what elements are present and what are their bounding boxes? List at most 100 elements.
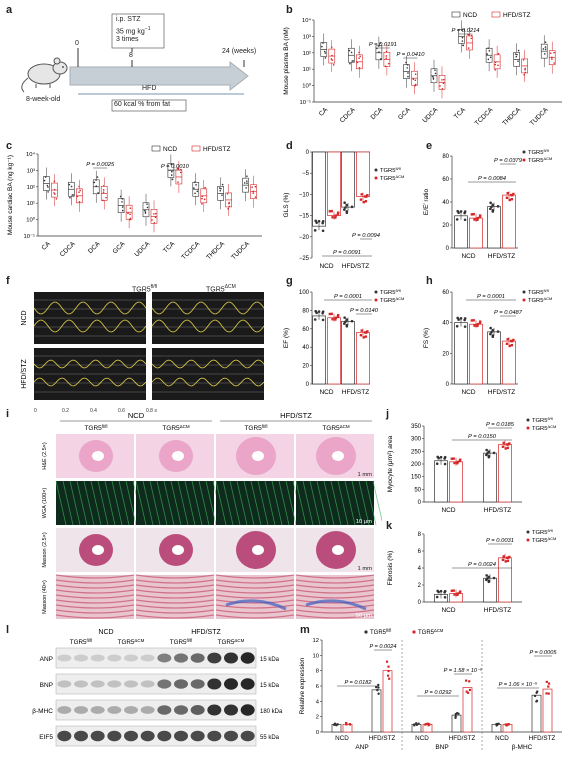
y-tick-label: 60: [302, 327, 309, 333]
data-point: [330, 209, 333, 213]
p-value: P = 0.0024: [369, 644, 396, 650]
data-point: [487, 47, 489, 50]
data-point: [485, 574, 488, 577]
data-point: [453, 593, 456, 596]
legend-marker: [374, 168, 378, 172]
data-point: [508, 344, 511, 348]
data-point: [485, 448, 488, 452]
blot-band: [157, 705, 172, 715]
data-point: [490, 205, 493, 209]
blot-band: [107, 706, 122, 714]
ventricle-lumen: [252, 451, 264, 461]
y-tick-label: 0: [418, 500, 422, 506]
bar: [542, 688, 553, 733]
data-point: [456, 593, 459, 596]
blot-band: [207, 652, 222, 664]
data-point: [463, 325, 467, 328]
data-point: [506, 337, 509, 341]
data-point: [121, 209, 124, 212]
membrane-stain: [302, 480, 314, 526]
data-point: [443, 589, 447, 593]
data-point: [102, 184, 105, 187]
panel-label-f: f: [6, 275, 10, 287]
tissue-fibre: [135, 604, 215, 609]
blot-genotype: TGR5ΔCM: [218, 638, 245, 646]
data-point: [414, 84, 416, 87]
tissue-fibre: [55, 609, 135, 614]
x-tick-label: THDCA: [205, 240, 226, 261]
bar: [469, 217, 483, 249]
legend-marker: [491, 11, 501, 18]
data-point: [478, 320, 482, 323]
data-point: [245, 180, 248, 182]
data-point: [336, 212, 340, 216]
legend-label: TGR5fl/fl: [380, 166, 401, 174]
data-point: [47, 186, 49, 188]
legend-marker: [522, 290, 526, 294]
data-point: [488, 50, 491, 52]
data-point: [358, 57, 360, 59]
tissue-fibre: [215, 589, 295, 594]
data-point: [78, 191, 80, 193]
data-point: [494, 69, 497, 71]
echo-time-label: 0.8 s: [146, 408, 157, 414]
p-value: P = 0.0010: [161, 164, 190, 170]
data-point: [512, 338, 515, 342]
data-point: [251, 186, 253, 188]
data-point: [459, 210, 463, 213]
p-value: P = 0.0001: [477, 294, 505, 300]
data-point: [491, 209, 495, 212]
data-point: [334, 316, 338, 320]
x-tick-label: HFD/STZ: [488, 389, 515, 396]
gene-label: β-MHC: [512, 744, 533, 751]
blot-band: [57, 680, 72, 688]
legend-marker: [412, 630, 416, 634]
blot-strip: [55, 647, 257, 669]
membrane-stain: [222, 480, 234, 526]
data-point: [379, 58, 382, 60]
bar: [469, 323, 483, 385]
legend-marker: [451, 11, 461, 18]
data-point: [194, 192, 196, 195]
y-axis-label: Relative expression: [299, 657, 306, 714]
wall-trace: [151, 301, 265, 315]
data-point: [93, 181, 96, 184]
panel-label-m: m: [300, 624, 310, 636]
p-value: P = 0.0140: [350, 308, 379, 314]
data-point: [350, 319, 354, 323]
blot-band: [57, 730, 72, 742]
data-point: [486, 577, 489, 580]
data-point: [194, 181, 196, 184]
chart-g: 0 20 40 60 80 100 EF (%) NCD HFD/STZ P = 0.0001 P …: [283, 288, 404, 396]
echo-time-label: 0.6: [118, 408, 125, 414]
y-tick-label: 6: [316, 684, 319, 690]
data-point: [551, 56, 553, 59]
legend-label: TGR5ΔCM: [380, 174, 404, 182]
legend-marker: [522, 158, 526, 162]
wall-trace: [33, 319, 147, 333]
p-value: P = 0.0182: [344, 680, 372, 686]
x-tick-label: UDCA: [421, 106, 439, 124]
data-point: [432, 75, 434, 78]
data-point: [543, 53, 546, 55]
data-point: [351, 60, 354, 62]
data-point: [333, 722, 337, 725]
data-point: [53, 188, 56, 191]
membrane-stain: [62, 480, 74, 526]
membrane-stain: [104, 480, 116, 526]
blot-band: [140, 680, 155, 688]
data-point: [226, 193, 229, 195]
data-point: [129, 218, 131, 221]
echo-row-label: HFD/STZ: [21, 359, 28, 389]
data-point: [417, 722, 420, 725]
data-point: [204, 186, 206, 189]
data-point: [504, 560, 507, 563]
histo-group-hfd: HFD/STZ: [280, 411, 312, 420]
p-value: P = 0.0024: [468, 562, 496, 568]
membrane-stain: [285, 480, 297, 526]
data-point: [502, 441, 505, 445]
data-point: [505, 342, 509, 345]
data-point: [313, 318, 317, 321]
stz-dose-value: 35 mg kg: [116, 28, 145, 36]
data-point: [551, 58, 553, 60]
